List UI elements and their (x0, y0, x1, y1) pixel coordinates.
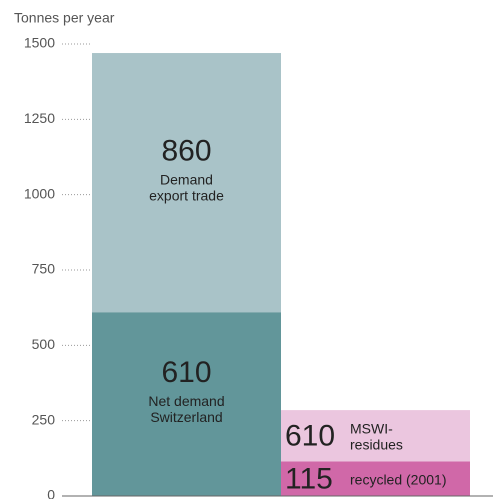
axis-label: Tonnes per year (14, 10, 115, 26)
y-tick-label: 750 (32, 261, 56, 277)
bar-segment (92, 312, 281, 496)
bar-segment (281, 461, 470, 496)
segment-number: 860 (161, 135, 211, 168)
bar-segment (92, 53, 281, 313)
bar-segment (281, 410, 470, 462)
segment-number: 610 (285, 420, 335, 453)
segment-label: Net demand (148, 393, 224, 409)
segment-number: 115 (285, 463, 333, 496)
y-tick-label: 1250 (24, 110, 55, 126)
segment-number: 610 (161, 356, 211, 389)
segment-label: Demand (160, 171, 213, 187)
segment-label: recycled (2001) (350, 471, 447, 487)
y-tick-label: 500 (32, 336, 56, 352)
y-tick-label: 1500 (24, 35, 55, 51)
segment-label: export trade (149, 187, 224, 203)
y-tick-label: 0 (47, 487, 55, 499)
y-tick-label: 250 (32, 411, 56, 427)
segment-label: residues (350, 436, 403, 452)
segment-label: Switzerland (150, 409, 222, 425)
y-tick-label: 1000 (24, 185, 55, 201)
segment-label: MSWI- (350, 420, 393, 436)
